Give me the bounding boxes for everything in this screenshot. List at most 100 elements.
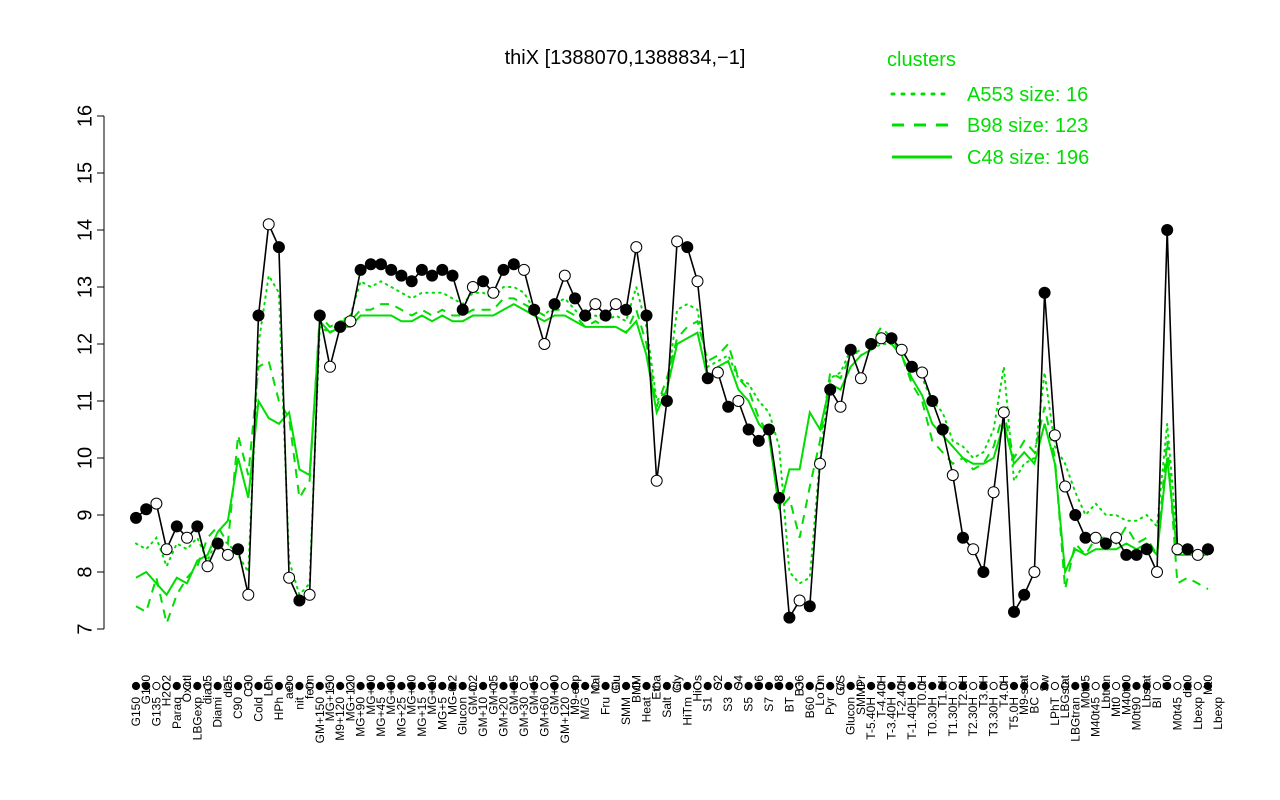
y-tick-label: 8 xyxy=(74,566,96,577)
x-tick-label: Lbtran xyxy=(1099,675,1113,709)
x-tick-label: HiOs xyxy=(691,675,705,702)
data-point xyxy=(518,263,530,276)
y-tick-label: 12 xyxy=(74,333,96,355)
x-tick-label: G/S xyxy=(834,675,848,696)
legend: clusters A553 size: 16 B98 size: 123 C48… xyxy=(887,49,1089,169)
rug-mark xyxy=(1152,681,1162,691)
rug-mark xyxy=(642,681,651,691)
data-point xyxy=(211,537,224,550)
x-tick-label: BI xyxy=(1150,697,1164,708)
data-point xyxy=(1048,429,1061,442)
data-point xyxy=(599,309,612,322)
x-tick-label: B60 xyxy=(803,697,817,719)
x-tick-label: GM+120 xyxy=(558,697,572,744)
rug-mark xyxy=(764,681,774,691)
x-tick-label: Lbexp xyxy=(1191,697,1205,730)
x-tick-label: T4.0H xyxy=(997,675,1011,708)
x-tick-label: G150 xyxy=(129,697,143,727)
data-point xyxy=(1069,509,1082,521)
rug-mark xyxy=(581,681,590,691)
x-tick-label: S8 xyxy=(772,675,786,690)
rug-mark xyxy=(1040,681,1049,691)
data-point xyxy=(1059,480,1072,493)
x-tick-label: Diami xyxy=(211,697,225,728)
x-tick-label: LPhT xyxy=(1048,696,1062,725)
data-point xyxy=(415,263,428,276)
x-tick-label: MG+20 xyxy=(405,675,419,715)
x-tick-label: S1 xyxy=(701,697,715,712)
rug-mark xyxy=(1101,681,1111,691)
x-tick-label: Mal xyxy=(588,675,602,694)
rug-mark xyxy=(376,681,386,691)
x-tick-label: T-5.40H xyxy=(864,697,878,740)
rug-mark xyxy=(417,681,426,691)
rug-mark xyxy=(846,681,855,691)
x-tick-label: Fru xyxy=(599,697,613,715)
x-tick-label: C30 xyxy=(241,675,255,697)
data-point xyxy=(875,332,888,345)
rug-mark xyxy=(887,681,896,691)
rug-mark xyxy=(683,681,692,691)
rug-mark xyxy=(264,681,273,691)
x-tick-label: S7 xyxy=(762,697,776,712)
rug-mark xyxy=(907,681,917,691)
rug-mark xyxy=(713,681,723,691)
rug-mark xyxy=(223,681,232,691)
x-tick-label: M0t90 xyxy=(1130,697,1144,731)
data-point xyxy=(558,269,571,282)
rug-mark xyxy=(918,681,927,691)
data-point xyxy=(221,548,234,561)
data-point xyxy=(946,469,959,482)
x-tick-label: S2 xyxy=(711,675,725,690)
y-tick-label: 16 xyxy=(74,105,96,127)
rug-mark xyxy=(172,681,181,691)
rug-mark xyxy=(519,681,529,691)
y-tick-label: 7 xyxy=(74,623,96,634)
data-point xyxy=(609,298,622,311)
rug-mark xyxy=(438,681,447,691)
x-tick-label: M0t45 xyxy=(1170,697,1184,731)
rug-mark xyxy=(325,681,335,691)
data-point xyxy=(130,511,142,524)
data-point xyxy=(528,303,541,316)
y-axis: 7 8 9 10 11 12 13 14 15 16 xyxy=(74,105,105,635)
rug-mark xyxy=(958,681,968,691)
x-tick-label: MG+25 xyxy=(394,697,408,737)
data-point xyxy=(466,281,479,293)
series-line-c48 xyxy=(135,302,1208,597)
rug-mark xyxy=(274,681,283,691)
data-point xyxy=(681,241,694,254)
x-tick-label: T5.0H xyxy=(1007,697,1021,730)
rug-mark xyxy=(570,681,580,691)
data-point xyxy=(926,395,939,407)
rug-mark xyxy=(509,681,518,691)
x-tick-label: GM+10 xyxy=(476,697,490,737)
rug-mark xyxy=(724,681,733,691)
rug-mark xyxy=(1030,681,1039,691)
expression-line xyxy=(135,221,1209,621)
x-tick-label: T-4.40H xyxy=(874,675,888,718)
y-tick-label: 15 xyxy=(74,162,96,184)
rug-mark xyxy=(591,681,600,691)
x-tick-label: GM+30 xyxy=(517,697,531,737)
x-tick-label: GM+25 xyxy=(507,675,521,715)
rug-mark xyxy=(1163,681,1172,691)
x-tick-label: G135 xyxy=(149,697,163,727)
x-tick-label: LBGtran xyxy=(1068,697,1082,742)
data-point xyxy=(160,543,173,556)
x-tick-label: C90 xyxy=(231,697,245,719)
x-tick-label: Paraq xyxy=(170,697,184,729)
data-point xyxy=(773,491,786,504)
rug-mark xyxy=(622,681,631,691)
rug-mark xyxy=(448,681,457,691)
data-point xyxy=(905,360,918,373)
data-point xyxy=(814,457,826,470)
rug-mark xyxy=(611,681,620,691)
rug-mark xyxy=(479,681,488,691)
rug-mark xyxy=(213,681,222,691)
rug-mark xyxy=(550,681,559,691)
x-tick-label: BT xyxy=(782,696,796,712)
rug-mark xyxy=(969,681,978,691)
x-tick-label: MG+90 xyxy=(354,697,368,737)
x-tick-label: GM+20 xyxy=(497,697,511,737)
